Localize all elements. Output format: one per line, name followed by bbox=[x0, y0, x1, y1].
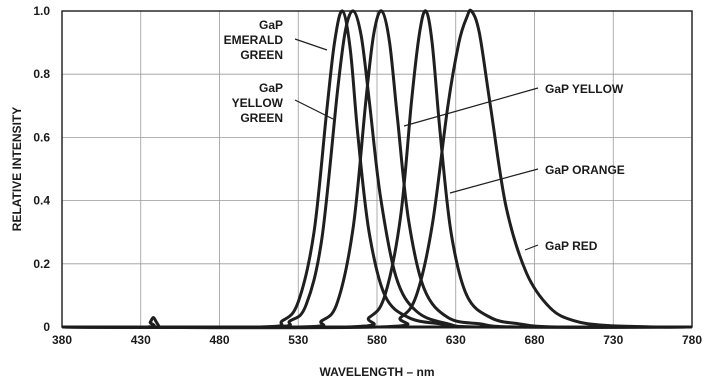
x-tick-label: 480 bbox=[209, 333, 229, 347]
x-axis-title: WAVELENGTH – nm bbox=[319, 365, 434, 379]
annotation-text: YELLOW bbox=[232, 96, 284, 110]
annotation-text: GaP bbox=[259, 18, 283, 32]
x-tick-label: 780 bbox=[682, 333, 702, 347]
grid-lines bbox=[62, 11, 692, 327]
annotation-text: GREEN bbox=[240, 111, 283, 125]
x-tick-label: 530 bbox=[288, 333, 308, 347]
y-tick-label: 0.6 bbox=[33, 130, 50, 144]
y-tick-label: 0 bbox=[43, 320, 50, 334]
y-tick-label: 1.0 bbox=[33, 4, 50, 18]
y-tick-label: 0.8 bbox=[33, 67, 50, 81]
x-tick-label: 580 bbox=[367, 333, 387, 347]
series-line-gap-yellow bbox=[61, 9, 693, 329]
y-axis-ticks: 0 0.2 0.4 0.6 0.8 1.0 bbox=[33, 4, 50, 334]
annotation-text: GREEN bbox=[240, 48, 283, 62]
annotation-text: GaP YELLOW bbox=[545, 82, 624, 96]
x-tick-label: 630 bbox=[446, 333, 466, 347]
annotation-text: GaP RED bbox=[545, 239, 598, 253]
x-axis-ticks: 380 430 480 530 580 630 680 730 780 bbox=[52, 333, 702, 347]
series-line-gap-yellow-green bbox=[61, 9, 693, 329]
y-tick-label: 0.2 bbox=[33, 257, 50, 271]
x-tick-label: 680 bbox=[524, 333, 544, 347]
annotation-leader-line bbox=[294, 99, 334, 120]
y-tick-label: 0.4 bbox=[33, 194, 50, 208]
annotation-leader-line bbox=[294, 38, 328, 51]
x-tick-label: 380 bbox=[52, 333, 72, 347]
spectrum-curves bbox=[61, 8, 693, 330]
annotation-text: EMERALD bbox=[224, 33, 284, 47]
annotation-leader-line bbox=[449, 168, 539, 194]
plot-frame bbox=[61, 10, 693, 328]
x-tick-label: 730 bbox=[603, 333, 623, 347]
annotation-leader-line bbox=[403, 87, 539, 127]
annotation-text: GaP bbox=[259, 81, 283, 95]
annotation-text: GaP ORANGE bbox=[545, 163, 625, 177]
x-tick-label: 430 bbox=[131, 333, 151, 347]
series-line-gap-orange bbox=[61, 9, 693, 330]
y-axis-title: RELATIVE INTENSITY bbox=[10, 107, 24, 231]
annotation-leader-line bbox=[524, 244, 539, 251]
